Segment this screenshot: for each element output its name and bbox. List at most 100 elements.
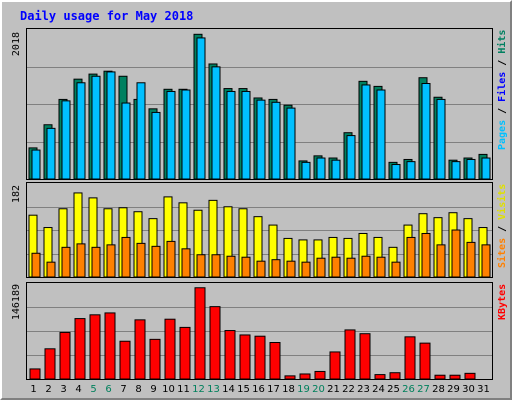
files-bar <box>76 82 86 179</box>
sites-bar <box>451 229 461 277</box>
kbytes-bar <box>44 348 56 379</box>
x-tick-label: 23 <box>357 384 370 395</box>
sites-bar <box>256 260 266 277</box>
files-bar <box>241 90 251 179</box>
legend-sites: Sites <box>497 238 508 269</box>
sites-bar <box>271 259 281 277</box>
kbytes-bars <box>27 287 492 379</box>
files-bar <box>406 161 416 179</box>
files-bar <box>376 89 386 179</box>
files-bar <box>211 66 221 179</box>
kbytes-bar <box>254 335 266 379</box>
x-tick-label: 28 <box>432 384 445 395</box>
files-bar <box>121 102 131 179</box>
legend-files: Files <box>497 72 508 103</box>
kbytes-bar <box>269 341 281 379</box>
kbytes-bar <box>194 287 206 379</box>
x-tick-label: 4 <box>75 384 82 395</box>
x-tick-label: 8 <box>135 384 142 395</box>
legend-kbytes: KBytes <box>497 284 508 321</box>
files-bar <box>196 37 206 179</box>
sites-bar <box>31 252 41 277</box>
kbytes-bar <box>419 342 431 379</box>
visits-bar <box>178 202 188 277</box>
sites-bar <box>361 255 371 277</box>
x-axis: 1 2 3 4 5 6 7 8 9 10 11 12 13 14 15 16 17 18 19 20 21 22 23 24 2… <box>26 384 493 398</box>
x-tick-label: 18 <box>282 384 295 395</box>
sites-bar <box>121 236 131 277</box>
visits-bar <box>223 206 233 277</box>
x-tick-label: 11 <box>177 384 190 395</box>
visits-ymax-label: 182 <box>11 185 22 204</box>
sites-bar <box>316 257 326 277</box>
x-tick-label: 26 <box>402 384 415 395</box>
kbytes-bar <box>299 373 311 379</box>
kbytes-bar <box>434 374 446 379</box>
x-tick-label: 22 <box>342 384 355 395</box>
files-bar <box>181 89 191 179</box>
kbytes-bar <box>389 372 401 379</box>
files-bar <box>361 84 371 179</box>
sites-bar <box>436 244 446 277</box>
visits-bar <box>238 208 248 277</box>
visits-legend: Sites / Visits <box>497 184 508 269</box>
files-bar <box>136 82 146 179</box>
files-bar <box>91 75 101 179</box>
hits-plot <box>26 28 493 180</box>
hits-ymax-label: 2018 <box>11 32 22 57</box>
kbytes-bar <box>464 372 476 379</box>
files-bar <box>46 127 56 179</box>
visits-bar <box>43 227 53 277</box>
sites-bar <box>376 256 386 277</box>
sites-bar <box>46 261 56 277</box>
files-bar <box>106 71 116 179</box>
files-bar <box>331 159 341 179</box>
files-bar <box>256 99 266 179</box>
visits-bar <box>103 208 113 277</box>
kbytes-bar <box>239 334 251 379</box>
sites-bar <box>241 256 251 277</box>
visits-bars <box>27 192 492 277</box>
x-tick-label: 16 <box>252 384 265 395</box>
x-tick-label: 19 <box>297 384 310 395</box>
x-tick-label: 24 <box>372 384 385 395</box>
x-tick-label: 21 <box>327 384 340 395</box>
kbytes-bar <box>29 368 41 379</box>
visits-bar <box>163 196 173 277</box>
kbytes-bar <box>344 329 356 379</box>
hits-bars <box>27 33 492 179</box>
sites-bar <box>151 245 161 277</box>
sites-bar <box>301 261 311 277</box>
legend-pages: Pages <box>497 120 508 151</box>
sites-bar <box>211 254 221 277</box>
kbytes-bar <box>449 374 461 379</box>
sites-bar <box>331 256 341 277</box>
x-tick-label: 12 <box>192 384 205 395</box>
files-bar <box>31 149 41 179</box>
kbytes-bar <box>179 326 191 379</box>
kbytes-bar <box>314 370 326 379</box>
visits-bar <box>283 237 293 277</box>
kbytes-bar <box>224 330 236 379</box>
sites-bar <box>421 232 431 277</box>
kbytes-bar <box>374 374 386 379</box>
files-bar <box>151 111 161 179</box>
x-tick-label: 27 <box>417 384 430 395</box>
kbytes-bar <box>134 319 146 379</box>
kbytes-bar <box>284 375 296 379</box>
hits-legend: Pages / Files / Hits <box>497 30 508 151</box>
x-tick-label: 30 <box>462 384 475 395</box>
visits-bar <box>298 239 308 277</box>
chart-title: Daily usage for May 2018 <box>20 9 194 23</box>
sites-bar <box>196 254 206 277</box>
files-bar <box>436 98 446 179</box>
kbytes-bar <box>59 331 71 379</box>
x-tick-label: 10 <box>162 384 175 395</box>
sites-bar <box>61 246 71 277</box>
sites-bar <box>76 243 86 277</box>
kbytes-bar <box>359 333 371 379</box>
x-tick-label: 3 <box>60 384 67 395</box>
kbytes-bar <box>74 318 86 379</box>
files-bar <box>61 100 71 179</box>
